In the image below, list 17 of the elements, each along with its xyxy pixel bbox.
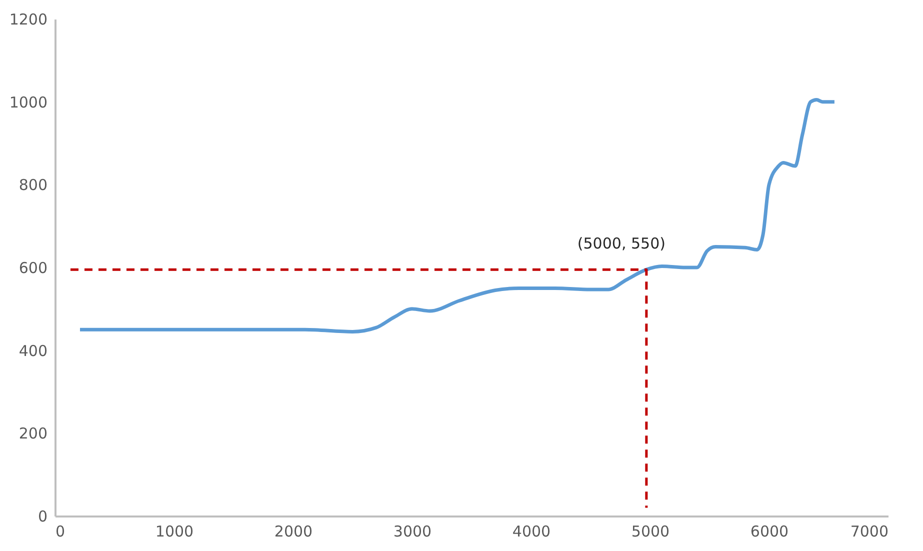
y-tick-label: 800: [18, 176, 48, 194]
annotation: (5000, 550): [577, 234, 666, 253]
y-tick-label: 1200: [9, 10, 48, 28]
x-tick-label: 1000: [155, 522, 194, 540]
x-tick-label: 0: [56, 522, 66, 540]
y-tick-label: 200: [18, 424, 48, 443]
y-tick-label: 600: [18, 259, 48, 277]
x-tick-label: 4000: [512, 522, 551, 540]
x-tick-label: 6000: [750, 522, 789, 540]
x-tick-label: 5000: [631, 522, 670, 540]
y-tick-label: 400: [18, 342, 48, 360]
x-tick-label: 7000: [850, 522, 888, 540]
y-tick-label: 1000: [9, 93, 48, 112]
x-tick-label: 2000: [274, 522, 313, 540]
line-series: [78, 98, 836, 334]
x-tick-label: 3000: [393, 522, 432, 540]
y-tick-label: 0: [38, 508, 48, 526]
